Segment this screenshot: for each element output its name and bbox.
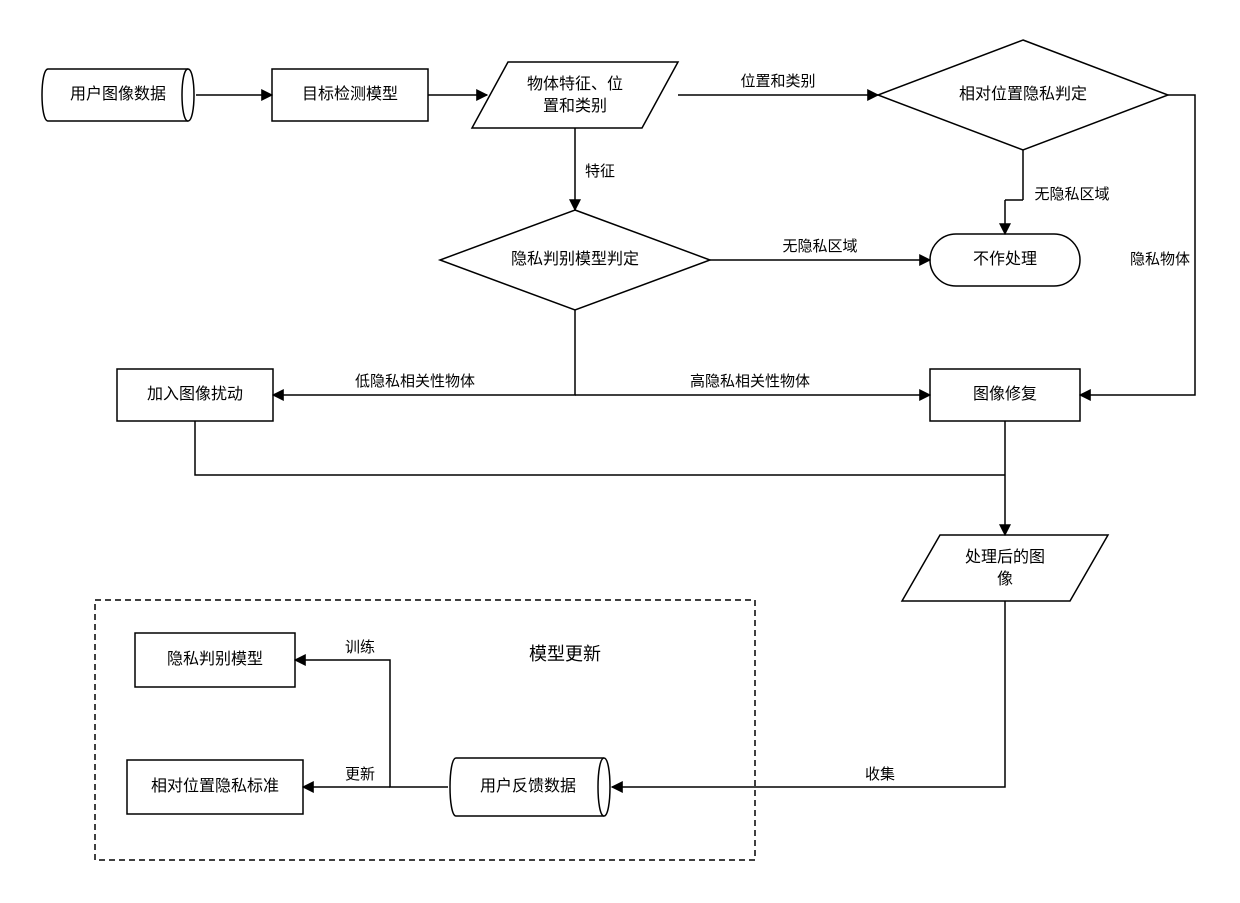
edge-e10: [195, 421, 1005, 475]
svg-text:处理后的图: 处理后的图: [965, 548, 1045, 566]
edge-e3-label: 位置和类别: [740, 73, 815, 90]
svg-text:置和类别: 置和类别: [543, 97, 607, 115]
svg-text:目标检测模型: 目标检测模型: [302, 85, 398, 103]
edge-e13-label: 训练: [345, 639, 375, 656]
svg-text:相对位置隐私标准: 相对位置隐私标准: [151, 777, 279, 795]
svg-text:相对位置隐私判定: 相对位置隐私判定: [959, 85, 1087, 103]
edge-e7-label: 无隐私区域: [782, 238, 857, 255]
node-processed-image: 处理后的图 像: [902, 535, 1108, 601]
svg-text:用户反馈数据: 用户反馈数据: [480, 777, 576, 795]
edge-e5-label: 无隐私区域: [1034, 186, 1109, 203]
flowchart: 模型更新 用户图像数据 目标检测模型 物体特征、位 置和类别 相对位置隐私判定 …: [0, 0, 1240, 903]
edge-e9-label: 高隐私相关性物体: [690, 373, 810, 390]
svg-text:像: 像: [997, 570, 1013, 588]
svg-text:不作处理: 不作处理: [973, 250, 1037, 268]
node-detection-model: 目标检测模型: [272, 69, 428, 121]
svg-text:用户图像数据: 用户图像数据: [70, 85, 166, 103]
node-relative-position-standard: 相对位置隐私标准: [127, 760, 303, 814]
edge-e12: [612, 601, 1005, 787]
node-privacy-discrim-model: 隐私判别模型: [135, 633, 295, 687]
node-user-image-data: 用户图像数据: [42, 69, 194, 121]
edge-e4-label: 特征: [585, 163, 615, 180]
node-user-feedback: 用户反馈数据: [450, 758, 610, 816]
svg-text:加入图像扰动: 加入图像扰动: [147, 385, 243, 403]
svg-text:隐私判别模型判定: 隐私判别模型判定: [511, 250, 639, 268]
edge-e8-label: 低隐私相关性物体: [355, 373, 475, 390]
edge-e6-label: 隐私物体: [1130, 251, 1190, 268]
node-relative-position-decision: 相对位置隐私判定: [878, 40, 1168, 150]
edge-e12-label: 收集: [865, 766, 895, 783]
edge-e14-label: 更新: [345, 766, 375, 783]
node-privacy-model-decision: 隐私判别模型判定: [440, 210, 710, 310]
svg-text:隐私判别模型: 隐私判别模型: [167, 650, 263, 668]
edge-e6: [1080, 95, 1195, 395]
svg-text:物体特征、位: 物体特征、位: [527, 75, 623, 93]
node-no-action: 不作处理: [930, 234, 1080, 286]
node-features-output: 物体特征、位 置和类别: [472, 62, 678, 128]
node-image-repair: 图像修复: [930, 369, 1080, 421]
node-add-perturbation: 加入图像扰动: [117, 369, 273, 421]
svg-text:图像修复: 图像修复: [973, 385, 1037, 403]
model-update-title: 模型更新: [529, 644, 601, 664]
